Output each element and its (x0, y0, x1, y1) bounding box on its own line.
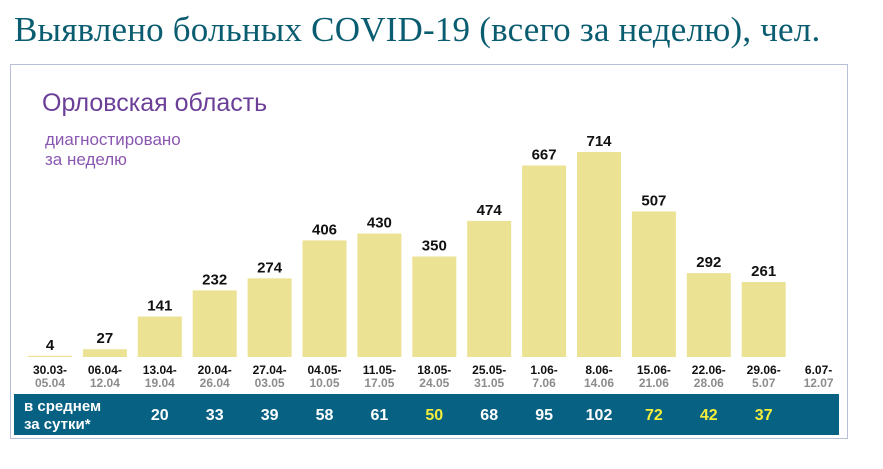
bar (82, 349, 127, 357)
daily-average-value: 20 (151, 407, 169, 424)
daily-average-value: 50 (425, 407, 443, 424)
bar (357, 233, 402, 357)
bar (522, 165, 567, 357)
daily-average-value: 33 (206, 407, 224, 424)
bar (686, 273, 731, 357)
chart-subtitle-line1: диагностировано (45, 130, 181, 149)
bar-value-label: 232 (202, 271, 227, 288)
daily-average-value: 72 (645, 407, 663, 424)
x-tick-label-end: 26.04 (200, 376, 230, 390)
x-tick-label-end: 28.06 (694, 376, 724, 390)
x-tick-label-end: 5.07 (752, 376, 776, 390)
chart-subtitle-line2: за неделю (45, 150, 127, 169)
bar (467, 220, 512, 357)
daily-average-label-line2: за сутки* (24, 416, 91, 433)
x-tick-label-start: 1.06- (530, 363, 557, 377)
x-tick-label-start: 6.07- (805, 363, 832, 377)
daily-average-label-line1: в среднем (24, 398, 102, 415)
x-tick-label-end: 24.05 (419, 376, 449, 390)
x-tick-label-start: 30.03- (33, 363, 67, 377)
bar-value-label: 274 (257, 259, 283, 276)
x-tick-label-start: 18.05- (417, 363, 451, 377)
bar-value-label: 714 (586, 133, 612, 150)
bar-value-label: 474 (477, 202, 503, 219)
bar-value-label: 4 (46, 337, 55, 354)
bar (577, 152, 621, 357)
daily-average-value: 95 (535, 407, 553, 424)
bar-value-label: 667 (532, 146, 557, 163)
bar (302, 240, 347, 357)
x-tick-label-end: 21.06 (639, 376, 669, 390)
x-tick-label-end: 31.05 (474, 376, 504, 390)
bar-value-label: 292 (696, 254, 721, 271)
x-tick-label-end: 14.06 (584, 376, 614, 390)
daily-average-value: 68 (480, 407, 498, 424)
daily-average-value: 39 (261, 407, 279, 424)
x-tick-label-start: 8.06- (585, 363, 612, 377)
x-tick-label-end: 12.07 (804, 376, 834, 390)
daily-average-value: 42 (700, 407, 718, 424)
bar (412, 256, 457, 357)
bar-value-label: 430 (367, 215, 392, 232)
bar-value-label: 507 (641, 192, 666, 209)
daily-average-value: 102 (586, 407, 613, 424)
bar (247, 278, 292, 357)
bar-value-label: 406 (312, 221, 337, 238)
bar-value-label: 27 (97, 330, 114, 347)
x-tick-label-start: 20.04- (198, 363, 232, 377)
daily-average-value: 37 (755, 407, 773, 424)
x-tick-label-end: 03.05 (255, 376, 285, 390)
bar (28, 355, 72, 357)
page-title: Выявлено больных COVID-19 (всего за неде… (14, 10, 821, 49)
daily-average-band (14, 394, 839, 435)
x-tick-label-start: 25.05- (472, 363, 506, 377)
x-tick-label-start: 04.05- (307, 363, 341, 377)
bar (741, 282, 786, 357)
x-tick-label-start: 15.06- (637, 363, 671, 377)
bar-value-label: 141 (147, 298, 172, 315)
x-tick-label-end: 10.05 (309, 376, 339, 390)
x-tick-label-start: 11.05- (363, 363, 396, 377)
x-tick-label-start: 29.06- (747, 363, 781, 377)
bar-value-label: 350 (422, 238, 447, 255)
chart-frame (10, 64, 848, 439)
x-tick-label-end: 05.04 (35, 376, 65, 390)
bar (192, 290, 237, 357)
daily-average-value: 58 (316, 407, 334, 424)
x-tick-label-end: 19.04 (145, 376, 175, 390)
region-title: Орловская область (42, 89, 268, 117)
bar (137, 316, 182, 357)
x-tick-label-start: 13.04- (143, 363, 177, 377)
daily-average-value: 61 (371, 407, 389, 424)
bar-value-label: 261 (751, 263, 776, 280)
bar (631, 211, 676, 357)
x-tick-label-end: 12.04 (90, 376, 120, 390)
x-tick-label-end: 17.05 (364, 376, 394, 390)
x-tick-label-start: 22.06- (692, 363, 726, 377)
x-tick-label-end: 7.06 (532, 376, 556, 390)
x-tick-label-start: 27.04- (253, 363, 287, 377)
x-tick-label-start: 06.04- (88, 363, 122, 377)
